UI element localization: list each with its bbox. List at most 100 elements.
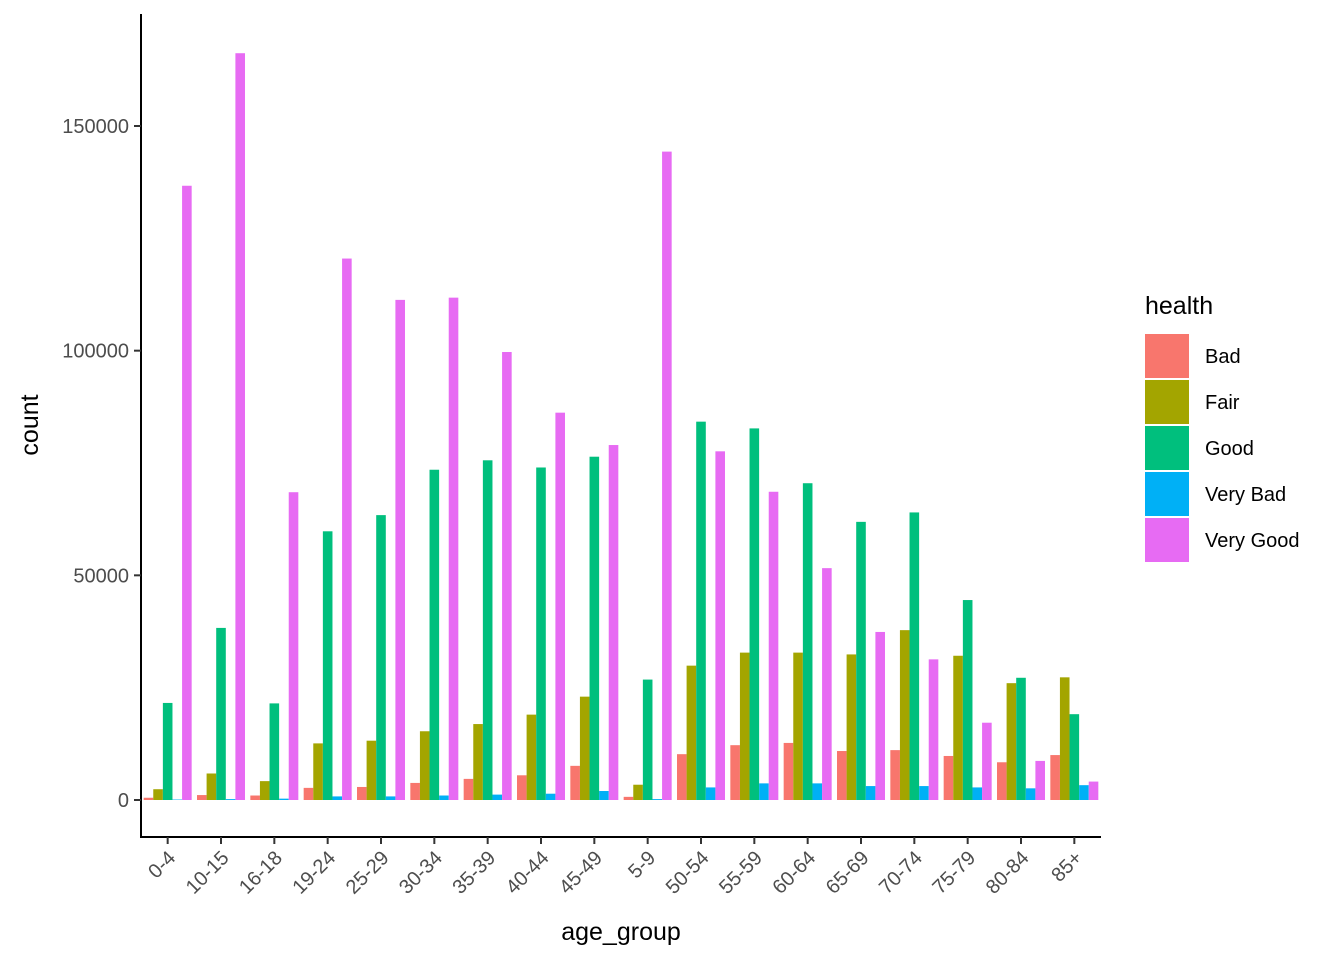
bar-very-bad-19-24 (332, 796, 343, 800)
bar-very-good-5-9 (662, 151, 672, 801)
bar-fair-45-49 (579, 696, 590, 800)
legend-key-very-bad (1145, 472, 1189, 516)
x-tick-label: 80-84 (982, 847, 1034, 899)
bar-bad-16-18 (250, 795, 260, 800)
axes-layer (140, 14, 1101, 838)
bar-good-35-39 (482, 460, 493, 800)
bar-fair-75-79 (953, 655, 963, 800)
bar-very-good-55-59 (768, 491, 779, 800)
legend-label-fair: Fair (1205, 392, 1240, 414)
x-tick-label: 30-34 (395, 847, 447, 899)
bar-bad-35-39 (463, 778, 474, 800)
bar-very-bad-5-9 (652, 799, 663, 800)
bar-bad-50-54 (677, 754, 687, 800)
legend-key-good (1145, 426, 1189, 470)
x-tick-label: 0-4 (144, 847, 180, 883)
bar-very-good-70-74 (928, 659, 939, 800)
x-tick-label: 85+ (1047, 847, 1087, 887)
bar-very-bad-70-74 (919, 786, 929, 800)
bar-very-good-75-79 (982, 722, 992, 800)
bar-very-bad-50-54 (705, 787, 716, 800)
bar-very-good-25-29 (395, 299, 405, 800)
bar-very-good-65-69 (875, 631, 885, 800)
bar-bad-45-49 (570, 765, 580, 800)
bar-bad-80-84 (997, 762, 1007, 800)
bar-very-good-30-34 (448, 297, 459, 800)
bar-bad-40-44 (517, 775, 527, 800)
bar-very-good-16-18 (288, 492, 299, 800)
legend-key-very-good (1145, 518, 1189, 562)
bar-fair-35-39 (473, 724, 483, 800)
bar-fair-10-15 (206, 773, 217, 800)
bar-good-5-9 (642, 679, 653, 800)
bar-fair-16-18 (259, 781, 270, 800)
legend-label-bad: Bad (1205, 346, 1241, 368)
bar-very-good-35-39 (502, 352, 512, 800)
bar-fair-40-44 (526, 714, 537, 800)
bar-good-50-54 (696, 421, 706, 800)
bar-bad-10-15 (197, 795, 207, 800)
bar-very-bad-45-49 (599, 791, 609, 800)
bar-good-16-18 (269, 703, 280, 800)
legend-label-good: Good (1205, 438, 1254, 460)
y-ticks-layer: 0 50000 100000 150000 (62, 116, 141, 812)
bar-bad-5-9 (623, 796, 634, 800)
legend-key-fair (1145, 380, 1189, 424)
bar-good-0-4 (162, 702, 173, 800)
bar-very-bad-16-18 (279, 798, 289, 800)
bars-layer (143, 53, 1099, 801)
bar-very-bad-75-79 (972, 787, 983, 800)
x-axis-title: age_group (561, 918, 681, 946)
x-tick-label: 70-74 (875, 847, 927, 899)
y-tick-label: 50000 (73, 565, 129, 587)
legend: health Bad Fair Good Very Bad Very Good (1145, 292, 1300, 562)
bar-fair-65-69 (846, 654, 857, 800)
x-tick-label: 35-39 (448, 847, 500, 899)
y-axis-title: count (16, 394, 44, 455)
x-tick-label: 25-29 (342, 847, 394, 899)
bar-fair-25-29 (366, 740, 377, 800)
bar-fair-50-54 (686, 665, 697, 800)
bar-good-75-79 (962, 600, 973, 800)
bar-bad-30-34 (410, 782, 420, 800)
x-tick-label: 75-79 (928, 847, 980, 899)
bar-fair-85+ (1059, 677, 1070, 800)
bar-bad-65-69 (837, 751, 847, 800)
bar-bad-25-29 (357, 786, 367, 800)
bar-good-45-49 (589, 456, 600, 800)
bar-bad-75-79 (943, 755, 954, 800)
legend-label-very-bad: Very Bad (1205, 484, 1286, 506)
y-tick-label: 150000 (62, 116, 129, 138)
bar-bad-60-64 (783, 742, 794, 800)
bar-very-bad-85+ (1079, 785, 1089, 800)
bar-bad-85+ (1050, 755, 1060, 800)
x-tick-label: 10-15 (182, 847, 234, 899)
bar-good-30-34 (429, 469, 440, 800)
bar-fair-0-4 (153, 789, 163, 800)
bar-good-55-59 (749, 428, 760, 800)
x-tick-label: 55-59 (715, 847, 767, 899)
bar-bad-0-4 (143, 797, 154, 800)
bar-bad-19-24 (303, 787, 314, 800)
bar-good-10-15 (216, 627, 226, 800)
bar-fair-30-34 (419, 731, 430, 800)
bar-very-good-0-4 (182, 185, 192, 800)
bar-very-bad-60-64 (812, 783, 823, 800)
legend-title: health (1145, 292, 1213, 320)
bar-very-bad-55-59 (759, 783, 769, 800)
bar-fair-60-64 (793, 652, 803, 800)
bar-very-bad-40-44 (545, 793, 556, 800)
bar-very-bad-35-39 (492, 794, 503, 800)
x-tick-label: 16-18 (235, 847, 287, 899)
y-tick-label: 0 (118, 790, 129, 812)
x-tick-label: 50-54 (662, 847, 714, 899)
bar-good-65-69 (856, 521, 866, 800)
bar-good-25-29 (376, 515, 386, 800)
bar-very-good-85+ (1088, 781, 1099, 800)
bar-good-70-74 (909, 512, 920, 800)
bar-very-good-50-54 (715, 451, 725, 800)
bar-very-good-10-15 (235, 53, 245, 800)
bar-very-bad-30-34 (439, 795, 449, 800)
